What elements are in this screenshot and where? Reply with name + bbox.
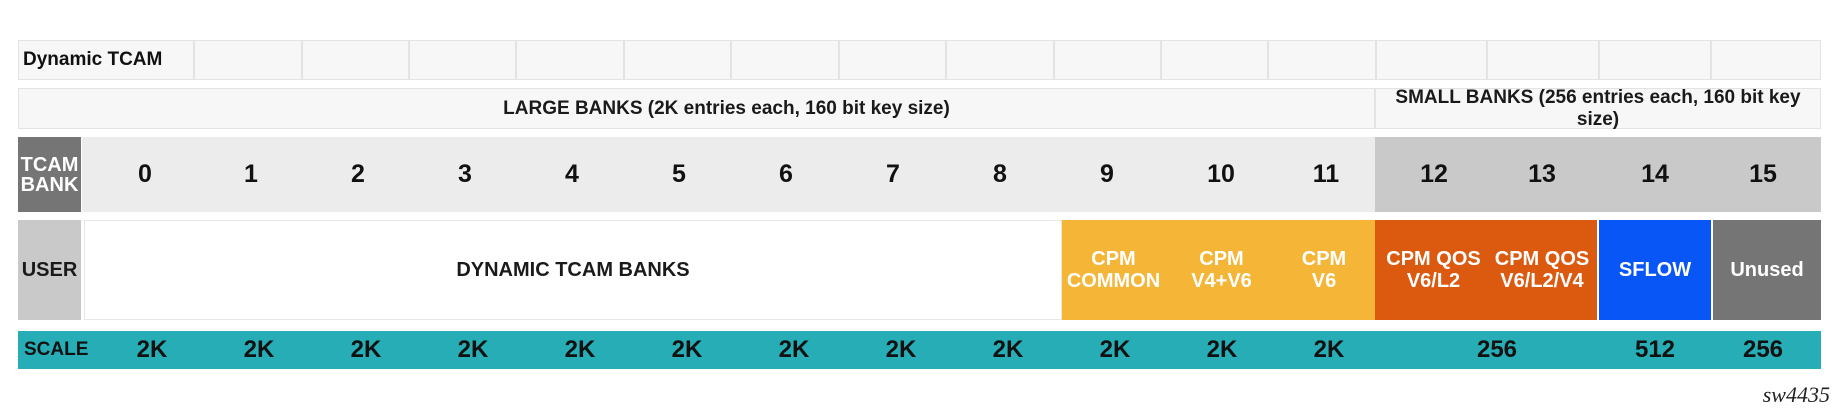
scale-label-cell: SCALE [24,331,94,369]
scale-value-9: 2K [1099,336,1131,363]
title-row-empty-cell [946,40,1054,80]
cpm-v6-cell: CPM V6 [1273,220,1375,320]
title-row-empty-cell [731,40,839,80]
bank-number-7: 7 [886,160,900,188]
bank-number-4: 4 [565,160,579,188]
title-row-empty-cell [1599,40,1711,80]
cpm-qos-v6-l2-v4-label: CPM QOS V6/L2/V4 [1494,248,1590,292]
bank-number-11: 11 [1312,160,1340,188]
scale-value-8: 2K [992,336,1024,363]
bank-number-0: 0 [138,160,152,188]
diagram-title: Dynamic TCAM [23,49,163,70]
title-row-empty-cell [1487,40,1599,80]
sflow-cell: SFLOW [1599,220,1711,320]
tcam-bank-label: TCAM BANK [20,153,79,196]
scale-value-6: 2K [778,336,810,363]
cpm-qos-v6-l2-label: CPM QOS V6/L2 [1386,248,1481,292]
sflow-label: SFLOW [1618,259,1692,281]
scale-value-4: 2K [564,336,596,363]
bank-number-13: 13 [1528,160,1556,188]
scale-value-10: 2K [1206,336,1238,363]
cpm-common-cell: CPM COMMON [1062,220,1165,320]
tcam-bank-label-cell: TCAM BANK [18,137,81,212]
cpm-v4v6-cell: CPM V4+V6 [1170,220,1273,320]
cpm-block [1062,220,1375,320]
title-cell: Dynamic TCAM [18,40,194,80]
scale-value-12: 256 [1476,336,1518,363]
bank-number-15: 15 [1749,160,1777,188]
title-row-empty-cell [839,40,946,80]
dynamic-tcam-banks-cell: DYNAMIC TCAM BANKS [84,220,1062,320]
unused-cell: Unused [1713,220,1821,320]
cpm-v6-label: CPM V6 [1301,248,1347,292]
scale-value-11: 2K [1313,336,1345,363]
cpm-qos-v6-l2-v4-cell: CPM QOS V6/L2/V4 [1487,220,1597,320]
scale-value-14: 256 [1742,336,1784,363]
cpm-qos-v6-l2-cell: CPM QOS V6/L2 [1380,220,1487,320]
large-banks-header: LARGE BANKS (2K entries each, 160 bit ke… [18,88,1375,129]
title-row-empty-cell [1268,40,1376,80]
title-row-empty-cell [1711,40,1821,80]
small-banks-label: SMALL BANKS (256 entries each, 160 bit k… [1395,86,1801,130]
scale-value-5: 2K [671,336,703,363]
bank-number-9: 9 [1100,160,1114,188]
cpm-v4v6-label: CPM V4+V6 [1191,248,1252,292]
cpm-qos-block [1375,220,1597,320]
scale-value-1: 2K [243,336,275,363]
title-row-empty-cell [516,40,624,80]
user-label: USER [21,258,78,281]
bank-number-3: 3 [458,160,472,188]
title-row-empty-cell [1161,40,1268,80]
bank-row-bg-small [1375,137,1821,212]
title-row-empty-cell [624,40,731,80]
scale-value-2: 2K [350,336,382,363]
scale-value-0: 2K [136,336,168,363]
scale-row [18,331,1821,369]
unused-label: Unused [1730,259,1804,281]
bank-number-2: 2 [351,160,365,188]
bank-row-bg-large [82,137,1375,212]
title-row-empty-cell [194,40,302,80]
bank-number-12: 12 [1420,160,1448,188]
title-row-empty-cell [409,40,516,80]
bank-number-10: 10 [1207,160,1235,188]
bank-number-5: 5 [672,160,686,188]
scale-value-13: 512 [1634,336,1676,363]
figure-id-caption: sw4435 [1740,382,1830,408]
figure-id-label: sw4435 [1762,382,1830,407]
scale-value-7: 2K [885,336,917,363]
user-label-cell: USER [18,220,81,320]
title-row-empty-cell [1376,40,1487,80]
bank-number-8: 8 [993,160,1007,188]
scale-label: SCALE [24,339,89,360]
large-banks-label: LARGE BANKS (2K entries each, 160 bit ke… [503,97,950,119]
title-row-empty-cell [1054,40,1161,80]
dynamic-tcam-banks-label: DYNAMIC TCAM BANKS [456,258,690,281]
small-banks-header: SMALL BANKS (256 entries each, 160 bit k… [1375,86,1821,130]
bank-number-6: 6 [779,160,793,188]
bank-number-14: 14 [1641,160,1669,188]
cpm-common-label: CPM COMMON [1066,248,1161,292]
title-row-empty-cell [302,40,409,80]
scale-value-3: 2K [457,336,489,363]
bank-number-1: 1 [244,160,258,188]
